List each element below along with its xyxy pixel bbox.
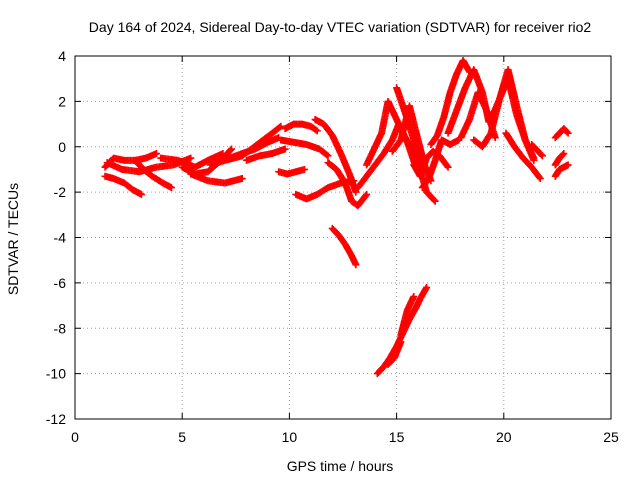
data-point (276, 123, 284, 131)
data-point (443, 162, 451, 170)
series-arc-29 (502, 129, 544, 183)
data-point (352, 188, 360, 196)
data-point (537, 151, 545, 159)
series-arc-21 (393, 84, 439, 205)
data-point (431, 197, 439, 205)
data-point (277, 122, 285, 130)
data-point (444, 163, 452, 171)
series-arc-8 (206, 122, 285, 169)
data-point (152, 150, 160, 158)
x-tick-label: 15 (389, 429, 405, 445)
data-point (564, 129, 572, 137)
series-arc-31 (551, 125, 572, 142)
y-tick-label: -10 (46, 366, 66, 382)
series-arc-30 (528, 140, 546, 160)
data-point (410, 292, 418, 300)
series-arc-33 (551, 150, 568, 169)
data-point (281, 145, 289, 153)
data-point (491, 134, 499, 142)
series-arc-11 (275, 165, 308, 178)
data-point (187, 154, 195, 162)
y-tick-label: -12 (46, 411, 66, 427)
series-arc-23 (418, 136, 463, 192)
data-point (228, 145, 236, 153)
y-tick-label: -4 (54, 230, 67, 246)
series-arc-28 (487, 66, 538, 162)
data-point (559, 151, 567, 159)
data-point (397, 338, 405, 346)
data-point (423, 283, 431, 291)
x-tick-label: 10 (282, 429, 298, 445)
data-point (536, 175, 544, 183)
data-point (167, 184, 175, 192)
data-marks (101, 57, 572, 378)
data-point (300, 165, 308, 173)
data-point (352, 261, 360, 269)
x-tick-label: 5 (178, 429, 186, 445)
data-point (312, 126, 320, 134)
y-axis-title: SDTVAR / TECUs (5, 183, 21, 295)
x-tick-label: 0 (71, 429, 79, 445)
data-point (226, 146, 234, 154)
data-point (430, 196, 438, 204)
y-tick-label: -6 (54, 275, 67, 291)
data-point (137, 190, 145, 198)
data-point (324, 152, 332, 160)
y-tick-label: -2 (54, 184, 67, 200)
series-arc-5 (157, 150, 227, 171)
series-arc-7 (187, 170, 246, 187)
chart-title: Day 164 of 2024, Sidereal Day-to-day VTE… (89, 19, 592, 35)
series-arc-13 (281, 120, 321, 135)
series-arc-2 (101, 172, 145, 198)
y-tick-label: 2 (58, 93, 66, 109)
data-point (238, 175, 246, 183)
data-point (560, 150, 568, 158)
data-point (563, 128, 571, 136)
data-point (564, 161, 572, 169)
series-arc-16 (324, 159, 371, 210)
data-point (323, 151, 331, 159)
plot-frame (74, 55, 612, 420)
series-arc-17 (328, 224, 360, 269)
series-arc-24 (427, 57, 473, 148)
y-tick-label: -8 (54, 320, 67, 336)
data-point (362, 192, 370, 200)
x-tick-label: 20 (496, 429, 512, 445)
data-point (530, 154, 538, 162)
x-axis-title: GPS time / hours (287, 458, 394, 474)
data-point (350, 177, 358, 185)
tick-labels: 0 5 10 15 20 25 -12 -10 -8 -6 -4 -2 0 2 4 (46, 48, 619, 445)
y-tick-label: 0 (58, 139, 66, 155)
series-arc-4 (131, 156, 175, 192)
data-point (313, 127, 321, 135)
series-arc-9 (225, 134, 283, 162)
x-tick-label: 25 (603, 429, 619, 445)
series-arc-36 (397, 292, 418, 339)
series-arc-32 (551, 161, 572, 180)
y-tick-label: 4 (58, 48, 66, 64)
series-arc-12 (277, 136, 332, 160)
data-point (363, 190, 371, 198)
data-point (535, 173, 543, 181)
series-arc-10 (243, 145, 289, 164)
data-point (538, 152, 546, 160)
series-arc-35 (384, 338, 405, 369)
